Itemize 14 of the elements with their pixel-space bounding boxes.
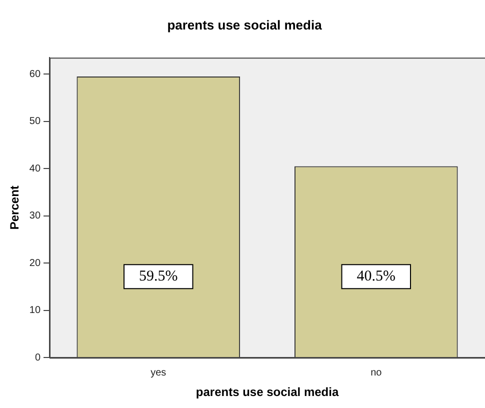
y-axis-title: Percent <box>8 186 22 230</box>
y-tick-label: 40 <box>29 163 41 174</box>
y-tick-label: 0 <box>34 352 41 364</box>
y-tick-label: 20 <box>29 258 41 269</box>
y-tick-label: 60 <box>29 68 41 80</box>
y-tick-label: 50 <box>29 116 41 128</box>
chart-title: parents use social media <box>167 17 323 32</box>
y-tick-label: 10 <box>29 305 41 316</box>
data-label: 40.5% <box>356 268 396 285</box>
data-label: 59.5% <box>139 268 178 285</box>
x-tick-label: no <box>370 367 382 378</box>
y-tick-label: 30 <box>29 210 41 222</box>
x-axis-title: parents use social media <box>196 385 339 400</box>
x-tick-label: yes <box>150 367 166 378</box>
